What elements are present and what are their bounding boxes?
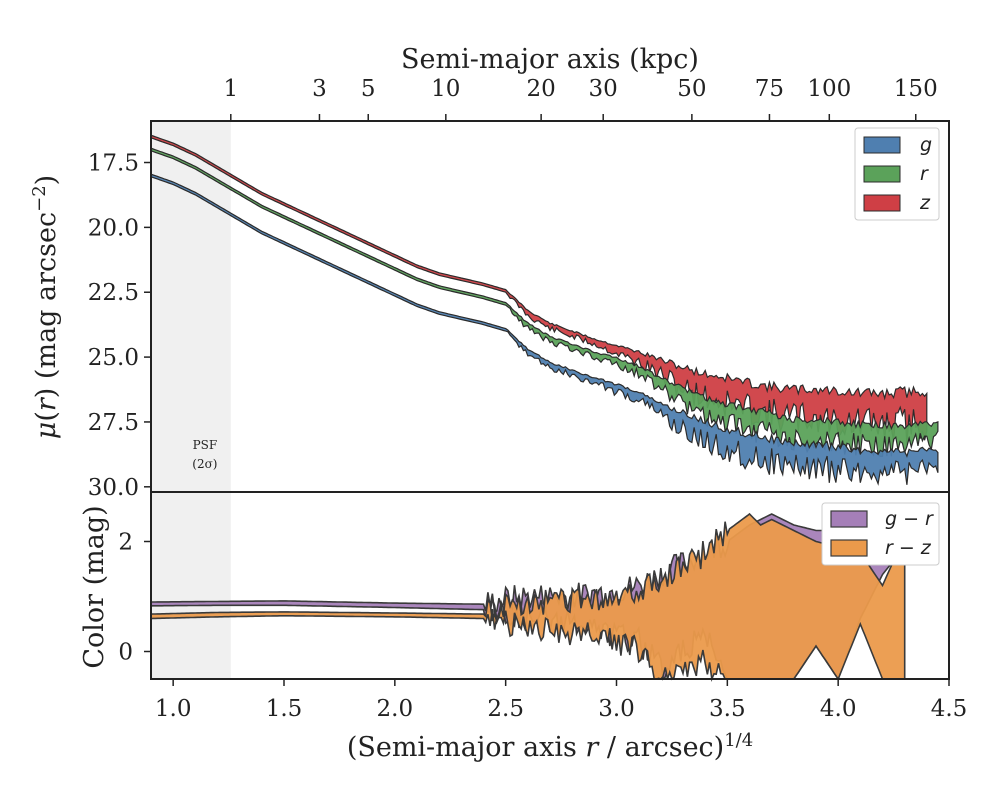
top-y-axis-label: μ(r) (mag arcsec−2) <box>29 175 63 439</box>
bottom-x-tick-label: 1.5 <box>266 696 303 722</box>
bottom-y-tick-label: 0 <box>118 640 133 666</box>
top-kpc-tick-label: 1 <box>223 76 238 102</box>
bottom-y-axis-label: Color (mag) <box>79 505 110 668</box>
bottom-plot-frame <box>150 491 950 680</box>
bottom-x-tick-label: 3.5 <box>709 696 746 722</box>
bottom-legend: g − r r − z <box>821 502 940 566</box>
bottom-x-tick-label: 2.0 <box>377 696 414 722</box>
psf-shade-region-bottom <box>151 492 231 679</box>
top-y-tick-label: 22.5 <box>88 280 139 306</box>
top-kpc-tick-label: 10 <box>431 76 460 102</box>
legend-swatch-r <box>863 165 901 183</box>
bottom-x-axis-label: (Semi-major axis r / arcsec)1/4 <box>347 730 753 764</box>
legend-label-g: g <box>920 134 932 156</box>
top-legend: grz <box>854 127 940 221</box>
legend-swatch-color-1 <box>830 539 868 557</box>
legend-label-r: r <box>920 163 929 185</box>
bottom-x-tick-label: 4.0 <box>820 696 857 722</box>
top-y-tick-label: 27.5 <box>88 410 139 436</box>
bottom-x-tick-label: 4.5 <box>931 696 968 722</box>
color-panel: 02 1.0 1.5 2.0 2.5 3.0 3.5 4.0 4.5 Color (mag) … <box>79 491 967 764</box>
psf-shade-region <box>151 121 231 492</box>
psf-sigma-label: (2σ) <box>192 457 217 471</box>
bottom-x-tick-label: 1.0 <box>155 696 192 722</box>
top-series-layer <box>150 134 939 486</box>
bottom-x-tick-label: 2.5 <box>487 696 524 722</box>
bottom-y-ticks: 02 <box>118 530 151 666</box>
series-band-g <box>150 173 939 486</box>
bottom-y-tick-label: 2 <box>118 530 133 556</box>
bottom-x-ticks: 1.0 1.5 2.0 2.5 3.0 3.5 4.0 4.5 <box>155 679 967 722</box>
legend-swatch-g <box>863 136 901 154</box>
top-axis-title: Semi-major axis (kpc) <box>401 44 699 75</box>
legend-swatch-color-0 <box>830 510 868 528</box>
top-kpc-tick-label: 30 <box>589 76 618 102</box>
legend-label-z: z <box>919 192 931 214</box>
top-y-tick-label: 20.0 <box>88 215 139 241</box>
top-kpc-tick-label: 5 <box>361 76 376 102</box>
top-kpc-tick-label: 50 <box>677 76 706 102</box>
top-kpc-tick-label: 20 <box>526 76 555 102</box>
top-y-tick-label: 17.5 <box>88 151 139 177</box>
series-band-r <box>150 147 939 457</box>
surface-brightness-panel: PSF (2σ) 17.5 20.0 22.5 25.0 27.5 30.0 1 3 5 10 2… <box>29 44 950 501</box>
top-kpc-tick-label: 75 <box>755 76 784 102</box>
legend-label-color-0: g − r <box>885 508 934 530</box>
top-kpc-ticks: 1 3 5 10 20 30 50 75 100 150 <box>223 76 938 121</box>
top-y-tick-label: 30.0 <box>88 475 139 501</box>
top-kpc-tick-label: 150 <box>894 76 938 102</box>
psf-label: PSF <box>193 438 218 452</box>
top-kpc-tick-label: 3 <box>312 76 327 102</box>
top-y-tick-label: 25.0 <box>88 345 139 371</box>
top-kpc-tick-label: 100 <box>807 76 851 102</box>
legend-label-color-1: r − z <box>885 537 932 559</box>
top-y-ticks: 17.5 20.0 22.5 25.0 27.5 30.0 <box>88 151 151 501</box>
bottom-x-tick-label: 3.0 <box>598 696 635 722</box>
legend-swatch-z <box>863 194 901 212</box>
